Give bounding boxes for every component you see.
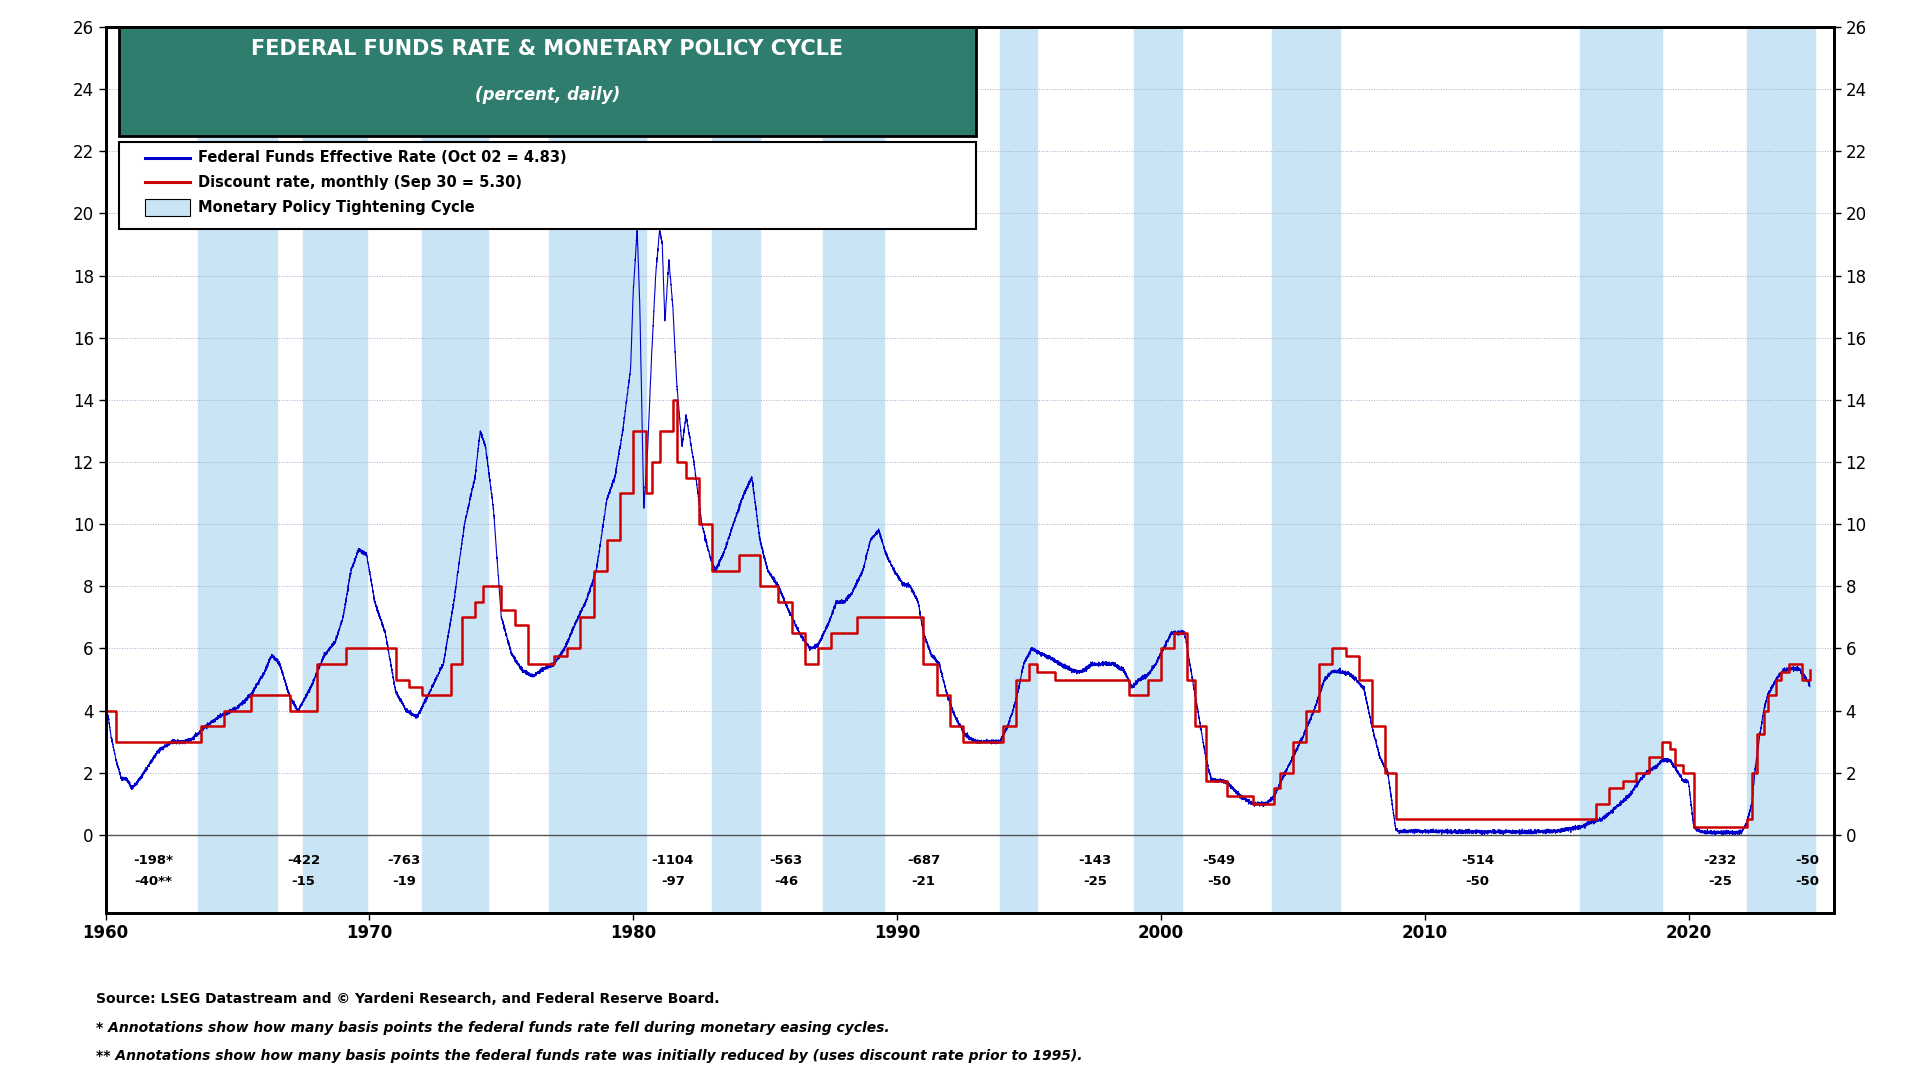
- Text: -21: -21: [912, 875, 935, 889]
- Text: -50: -50: [1795, 875, 1820, 889]
- Bar: [119, 27, 975, 136]
- Bar: [1135, 27, 1183, 913]
- Text: FEDERAL FUNDS RATE & MONETARY POLICY CYCLE: FEDERAL FUNDS RATE & MONETARY POLICY CYC…: [252, 39, 843, 58]
- Text: -549: -549: [1202, 853, 1235, 866]
- Text: -422: -422: [286, 853, 321, 866]
- Text: -763: -763: [388, 853, 420, 866]
- Bar: [1747, 27, 1814, 913]
- Text: ** Annotations show how many basis points the federal funds rate was initially r: ** Annotations show how many basis point…: [96, 1050, 1083, 1063]
- Text: -232: -232: [1703, 853, 1738, 866]
- Text: -97: -97: [660, 875, 685, 889]
- Text: -50: -50: [1208, 875, 1231, 889]
- Text: -40**: -40**: [134, 875, 173, 889]
- Text: (percent, daily): (percent, daily): [474, 86, 620, 105]
- Bar: [712, 27, 760, 913]
- Text: -687: -687: [906, 853, 941, 866]
- Bar: [65, 27, 106, 913]
- Bar: [1580, 27, 1663, 913]
- Text: * Annotations show how many basis points the federal funds rate fell during mone: * Annotations show how many basis points…: [96, 1022, 889, 1035]
- Text: Monetary Policy Tightening Cycle: Monetary Policy Tightening Cycle: [198, 200, 474, 215]
- Bar: [824, 27, 883, 913]
- Text: -25: -25: [1083, 875, 1106, 889]
- Bar: [146, 199, 190, 216]
- Text: -1104: -1104: [651, 853, 693, 866]
- Text: -25: -25: [1709, 875, 1732, 889]
- Text: -563: -563: [770, 853, 803, 866]
- Text: -46: -46: [774, 875, 799, 889]
- Text: -19: -19: [392, 875, 415, 889]
- Bar: [119, 141, 975, 229]
- Bar: [549, 27, 647, 913]
- Text: Source: LSEG Datastream and © Yardeni Research, and Federal Reserve Board.: Source: LSEG Datastream and © Yardeni Re…: [96, 993, 720, 1005]
- Text: -15: -15: [292, 875, 315, 889]
- Text: -143: -143: [1079, 853, 1112, 866]
- Bar: [303, 27, 367, 913]
- Text: -50: -50: [1795, 853, 1820, 866]
- Text: -198*: -198*: [132, 853, 173, 866]
- Bar: [198, 27, 276, 913]
- Bar: [1271, 27, 1340, 913]
- Text: -50: -50: [1465, 875, 1490, 889]
- Bar: [1000, 27, 1037, 913]
- Text: -514: -514: [1461, 853, 1494, 866]
- Bar: [422, 27, 488, 913]
- Text: Federal Funds Effective Rate (Oct 02 = 4.83): Federal Funds Effective Rate (Oct 02 = 4…: [198, 150, 566, 165]
- Text: Discount rate, monthly (Sep 30 = 5.30): Discount rate, monthly (Sep 30 = 5.30): [198, 175, 522, 190]
